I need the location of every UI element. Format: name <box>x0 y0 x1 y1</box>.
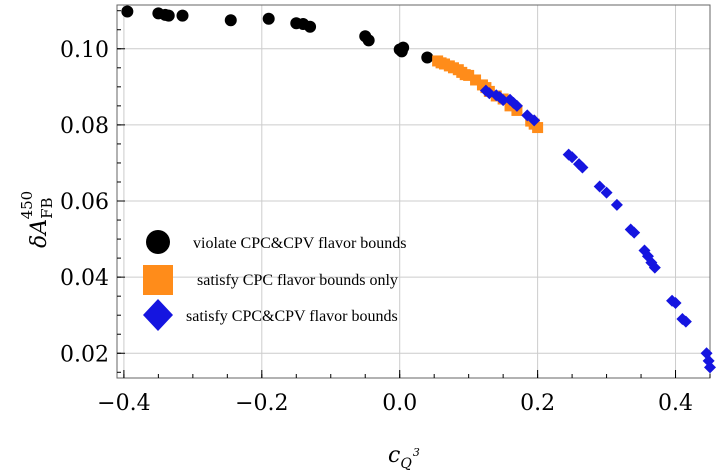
y-tick-label: 0.04 <box>60 266 109 291</box>
legend-label-violate: violate CPC&CPV flavor bounds <box>193 235 407 252</box>
point-cpc-cpv <box>504 93 517 106</box>
x-tick-label: 0.0 <box>382 391 417 416</box>
plot-frame <box>116 4 711 379</box>
point-cpc-cpv <box>566 151 579 164</box>
point-cpc-cpv <box>704 361 716 374</box>
point-cpc-only <box>463 69 475 81</box>
point-cpc-cpv <box>497 94 510 107</box>
y-tick-label: 0.10 <box>60 38 109 63</box>
legend-marker-cpc-cpv <box>143 299 173 331</box>
point-violate <box>176 9 189 22</box>
point-violate <box>224 14 237 27</box>
x-axis-label: cQ3 <box>388 443 420 472</box>
point-cpc-cpv <box>593 180 606 193</box>
point-cpc-cpv <box>576 161 589 174</box>
point-cpc-cpv <box>610 198 623 211</box>
point-cpc-cpv <box>669 297 682 310</box>
point-violate <box>304 20 317 33</box>
point-cpc-cpv <box>648 261 661 274</box>
point-cpc-only <box>504 100 516 112</box>
legend-marker-violate <box>146 230 170 254</box>
point-cpc-cpv <box>679 315 692 328</box>
point-cpc-only <box>532 122 544 134</box>
point-violate <box>397 41 410 54</box>
point-violate <box>262 12 275 25</box>
point-cpc-cpv <box>510 99 523 112</box>
point-violate <box>421 51 434 64</box>
grid-lines <box>117 5 710 378</box>
legend: violate CPC&CPV flavor bounds satisfy CP… <box>143 230 407 331</box>
point-violate <box>121 5 134 18</box>
x-tick-label: 0.2 <box>520 391 555 416</box>
point-violate <box>162 9 175 22</box>
point-cpc-only <box>470 74 482 86</box>
legend-label-cpc-cpv: satisfy CPC&CPV flavor bounds <box>186 308 398 325</box>
x-tick-label: 0.4 <box>658 391 693 416</box>
y-tick-label: 0.08 <box>60 114 109 139</box>
legend-label-cpc-only: satisfy CPC flavor bounds only <box>197 272 398 289</box>
y-axis-label: δAFB450 <box>18 191 56 248</box>
x-tick-label: −0.2 <box>235 391 288 416</box>
point-cpc-cpv <box>528 114 541 127</box>
legend-marker-cpc-only <box>143 265 173 295</box>
x-tick-label: −0.4 <box>97 391 150 416</box>
point-cpc-cpv <box>600 186 613 199</box>
y-tick-label: 0.06 <box>60 190 109 215</box>
point-cpc-cpv <box>628 226 641 239</box>
point-violate <box>362 34 375 47</box>
axis-ticks: −0.4 −0.2 0.0 0.2 0.4 0.02 0.04 0.06 0.08 0.10 <box>60 10 711 416</box>
data-points <box>121 5 716 374</box>
y-tick-label: 0.02 <box>60 342 109 367</box>
